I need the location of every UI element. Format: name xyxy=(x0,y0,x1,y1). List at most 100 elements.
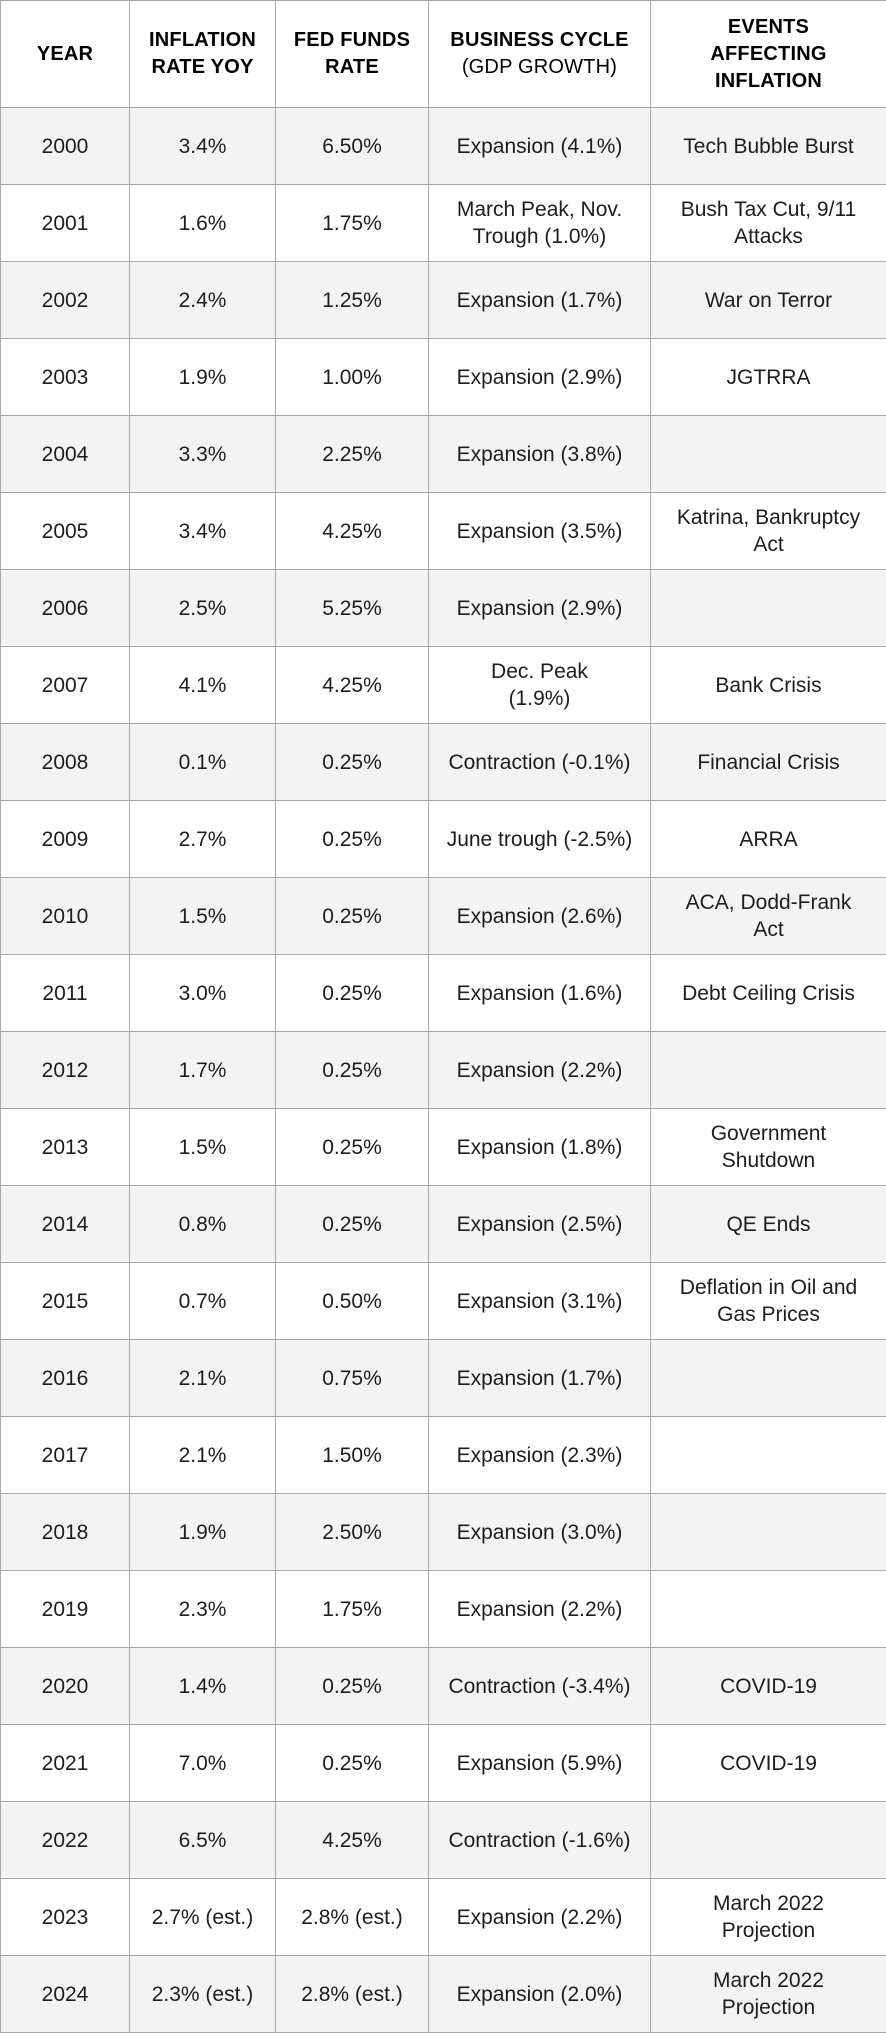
fed-funds-rate-cell: 0.50% xyxy=(276,1263,429,1340)
col-header-year-label: YEAR xyxy=(37,43,93,65)
business-cycle-cell: Expansion (3.5%) xyxy=(429,493,651,570)
business-cycle-cell: Contraction (-3.4%) xyxy=(429,1648,651,1725)
year-cell: 2015 xyxy=(1,1263,130,1340)
table-row: 2012 1.7% 0.25% Expansion (2.2%) xyxy=(1,1032,886,1109)
inflation-rate-cell: 2.1% xyxy=(130,1417,276,1494)
business-cycle-cell: Expansion (2.3%) xyxy=(429,1417,651,1494)
business-cycle-cell: Expansion (2.9%) xyxy=(429,570,651,647)
inflation-rate-cell: 6.5% xyxy=(130,1802,276,1879)
year-cell: 2006 xyxy=(1,570,130,647)
events-cell: JGTRRA xyxy=(651,339,886,416)
fed-funds-rate-cell: 4.25% xyxy=(276,1802,429,1879)
year-cell: 2013 xyxy=(1,1109,130,1186)
year-cell: 2021 xyxy=(1,1725,130,1802)
fed-funds-rate-cell: 2.25% xyxy=(276,416,429,493)
events-cell xyxy=(651,1417,886,1494)
inflation-rate-cell: 2.3% xyxy=(130,1571,276,1648)
events-cell xyxy=(651,1571,886,1648)
inflation-rate-cell: 1.9% xyxy=(130,1494,276,1571)
inflation-rate-cell: 3.0% xyxy=(130,955,276,1032)
table-row: 2001 1.6% 1.75% March Peak, Nov. Trough … xyxy=(1,185,886,262)
year-cell: 2016 xyxy=(1,1340,130,1417)
table-row: 2019 2.3% 1.75% Expansion (2.2%) xyxy=(1,1571,886,1648)
table-row: 2022 6.5% 4.25% Contraction (-1.6%) xyxy=(1,1802,886,1879)
table-row: 2016 2.1% 0.75% Expansion (1.7%) xyxy=(1,1340,886,1417)
inflation-rate-cell: 4.1% xyxy=(130,647,276,724)
col-header-fed-funds-rate: FED FUNDS RATE xyxy=(276,1,429,108)
col-header-inflation-rate-label: INFLATION RATE YOY xyxy=(149,29,256,78)
table-row: 2009 2.7% 0.25% June trough (-2.5%) ARRA xyxy=(1,801,886,878)
events-cell xyxy=(651,1494,886,1571)
events-cell: March 2022 Projection xyxy=(651,1956,886,2033)
fed-funds-rate-cell: 1.00% xyxy=(276,339,429,416)
year-cell: 2001 xyxy=(1,185,130,262)
table-row: 2024 2.3% (est.) 2.8% (est.) Expansion (… xyxy=(1,1956,886,2033)
inflation-rate-cell: 1.6% xyxy=(130,185,276,262)
year-cell: 2002 xyxy=(1,262,130,339)
table-row: 2011 3.0% 0.25% Expansion (1.6%) Debt Ce… xyxy=(1,955,886,1032)
inflation-rate-cell: 7.0% xyxy=(130,1725,276,1802)
business-cycle-cell: Dec. Peak (1.9%) xyxy=(429,647,651,724)
inflation-rate-cell: 3.3% xyxy=(130,416,276,493)
fed-funds-rate-cell: 0.25% xyxy=(276,1032,429,1109)
table-row: 2021 7.0% 0.25% Expansion (5.9%) COVID-1… xyxy=(1,1725,886,1802)
fed-funds-rate-cell: 0.25% xyxy=(276,1725,429,1802)
year-cell: 2010 xyxy=(1,878,130,955)
events-cell: ACA, Dodd-Frank Act xyxy=(651,878,886,955)
business-cycle-cell: Expansion (2.5%) xyxy=(429,1186,651,1263)
inflation-rate-cell: 2.1% xyxy=(130,1340,276,1417)
fed-funds-rate-cell: 1.25% xyxy=(276,262,429,339)
col-header-inflation-rate: INFLATION RATE YOY xyxy=(130,1,276,108)
table-row: 2018 1.9% 2.50% Expansion (3.0%) xyxy=(1,1494,886,1571)
header-row: YEAR INFLATION RATE YOY FED FUNDS RATE B… xyxy=(1,1,886,108)
business-cycle-cell: Expansion (1.6%) xyxy=(429,955,651,1032)
events-cell: Government Shutdown xyxy=(651,1109,886,1186)
fed-funds-rate-cell: 0.75% xyxy=(276,1340,429,1417)
events-cell: Bank Crisis xyxy=(651,647,886,724)
business-cycle-cell: March Peak, Nov. Trough (1.0%) xyxy=(429,185,651,262)
fed-funds-rate-cell: 1.50% xyxy=(276,1417,429,1494)
table-row: 2005 3.4% 4.25% Expansion (3.5%) Katrina… xyxy=(1,493,886,570)
business-cycle-cell: Expansion (3.0%) xyxy=(429,1494,651,1571)
business-cycle-cell: Expansion (3.1%) xyxy=(429,1263,651,1340)
year-cell: 2003 xyxy=(1,339,130,416)
events-cell: Debt Ceiling Crisis xyxy=(651,955,886,1032)
table-row: 2003 1.9% 1.00% Expansion (2.9%) JGTRRA xyxy=(1,339,886,416)
events-cell xyxy=(651,570,886,647)
fed-funds-rate-cell: 2.8% (est.) xyxy=(276,1956,429,2033)
inflation-rate-cell: 1.7% xyxy=(130,1032,276,1109)
year-cell: 2011 xyxy=(1,955,130,1032)
table-row: 2000 3.4% 6.50% Expansion (4.1%) Tech Bu… xyxy=(1,108,886,185)
business-cycle-cell: Expansion (2.2%) xyxy=(429,1571,651,1648)
fed-funds-rate-cell: 5.25% xyxy=(276,570,429,647)
fed-funds-rate-cell: 0.25% xyxy=(276,724,429,801)
year-cell: 2017 xyxy=(1,1417,130,1494)
fed-funds-rate-cell: 2.8% (est.) xyxy=(276,1879,429,1956)
business-cycle-cell: Expansion (5.9%) xyxy=(429,1725,651,1802)
year-cell: 2024 xyxy=(1,1956,130,2033)
events-cell: ARRA xyxy=(651,801,886,878)
table-row: 2010 1.5% 0.25% Expansion (2.6%) ACA, Do… xyxy=(1,878,886,955)
events-cell: QE Ends xyxy=(651,1186,886,1263)
table-row: 2023 2.7% (est.) 2.8% (est.) Expansion (… xyxy=(1,1879,886,1956)
year-cell: 2023 xyxy=(1,1879,130,1956)
table-row: 2006 2.5% 5.25% Expansion (2.9%) xyxy=(1,570,886,647)
business-cycle-cell: Expansion (2.0%) xyxy=(429,1956,651,2033)
business-cycle-cell: Contraction (-1.6%) xyxy=(429,1802,651,1879)
events-cell xyxy=(651,416,886,493)
table-row: 2020 1.4% 0.25% Contraction (-3.4%) COVI… xyxy=(1,1648,886,1725)
inflation-rate-cell: 3.4% xyxy=(130,493,276,570)
events-cell: March 2022 Projection xyxy=(651,1879,886,1956)
inflation-rate-cell: 0.8% xyxy=(130,1186,276,1263)
business-cycle-cell: Expansion (2.2%) xyxy=(429,1032,651,1109)
fed-funds-rate-cell: 2.50% xyxy=(276,1494,429,1571)
year-cell: 2022 xyxy=(1,1802,130,1879)
business-cycle-cell: Expansion (1.7%) xyxy=(429,1340,651,1417)
fed-funds-rate-cell: 0.25% xyxy=(276,1186,429,1263)
inflation-rate-cell: 2.5% xyxy=(130,570,276,647)
table-row: 2007 4.1% 4.25% Dec. Peak (1.9%) Bank Cr… xyxy=(1,647,886,724)
table-row: 2004 3.3% 2.25% Expansion (3.8%) xyxy=(1,416,886,493)
business-cycle-cell: Expansion (2.9%) xyxy=(429,339,651,416)
